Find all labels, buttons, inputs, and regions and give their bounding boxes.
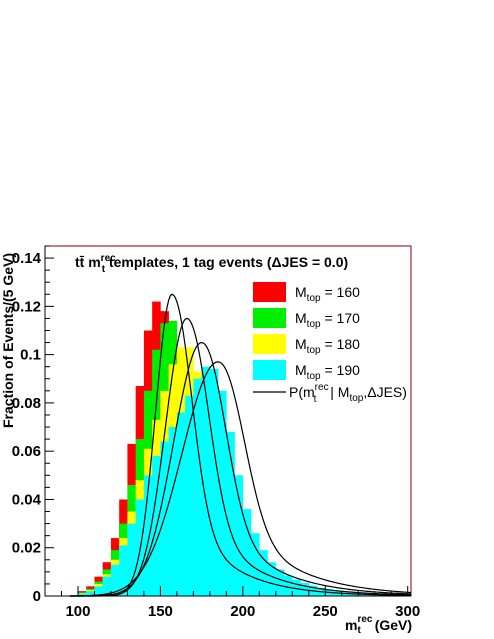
y-tick-label: 0.06 [12,443,41,460]
x-axis-title: mrec t (GeV) [345,614,412,636]
bar-series-4-bin-22 [243,509,252,596]
bar-series-4-bin-19 [218,391,227,596]
bar-series-4-bin-13 [169,427,178,596]
bar-series-4-bin-14 [177,413,186,596]
y-tick-label: 0.08 [12,395,41,412]
y-tick-label: 0.04 [12,491,42,508]
x-tick-label: 100 [65,603,90,620]
x-tick-label: 150 [148,603,173,620]
y-tick-label: 0.12 [12,298,41,315]
y-tick-label: 0.14 [12,250,42,267]
y-tick-label: 0.02 [12,540,41,557]
y-tick-label: 0 [33,588,41,605]
bar-series-4-bin-27 [284,575,293,596]
x-tick-label: 250 [313,603,338,620]
y-axis-title: Fraction of Events/(5 GeV) [0,253,16,428]
legend-swatch-2 [253,308,286,328]
x-tick-label: 200 [230,603,255,620]
bar-series-4-bin-18 [210,369,219,596]
legend-swatch-3 [253,334,286,354]
bar-series-4-bin-25 [268,562,277,596]
legend-swatch-1 [253,282,286,302]
y-tick-label: 0.1 [20,347,41,364]
bar-series-4-bin-26 [276,569,285,596]
bar-series-4-bin-21 [235,475,244,596]
legend-swatch-4 [253,360,286,380]
bar-series-4-bin-16 [193,379,202,596]
